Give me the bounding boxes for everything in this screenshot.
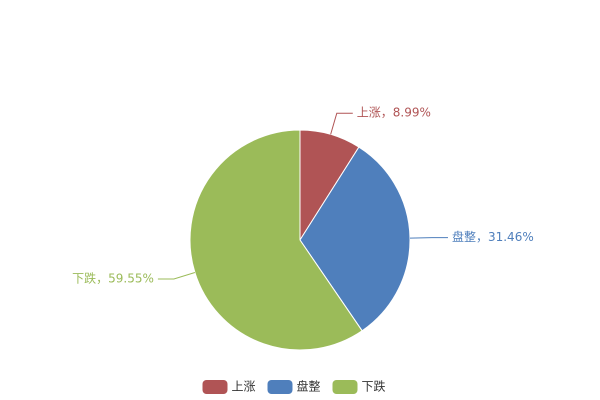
legend-label: 下跌 <box>362 379 386 394</box>
pie-slice <box>189 129 363 351</box>
data-label: 上涨，8.99% <box>357 105 431 120</box>
legend-label: 上涨 <box>232 379 256 394</box>
legend-swatch <box>332 380 358 394</box>
data-label: 盘整，31.46% <box>452 229 534 244</box>
pie-slice <box>299 146 411 332</box>
leader-line <box>330 112 353 135</box>
legend-swatch <box>202 380 228 394</box>
data-label: 下跌，59.55% <box>72 271 154 286</box>
legend-swatch <box>267 380 293 394</box>
legend-label: 盘整 <box>297 379 321 394</box>
leader-line <box>157 272 196 280</box>
